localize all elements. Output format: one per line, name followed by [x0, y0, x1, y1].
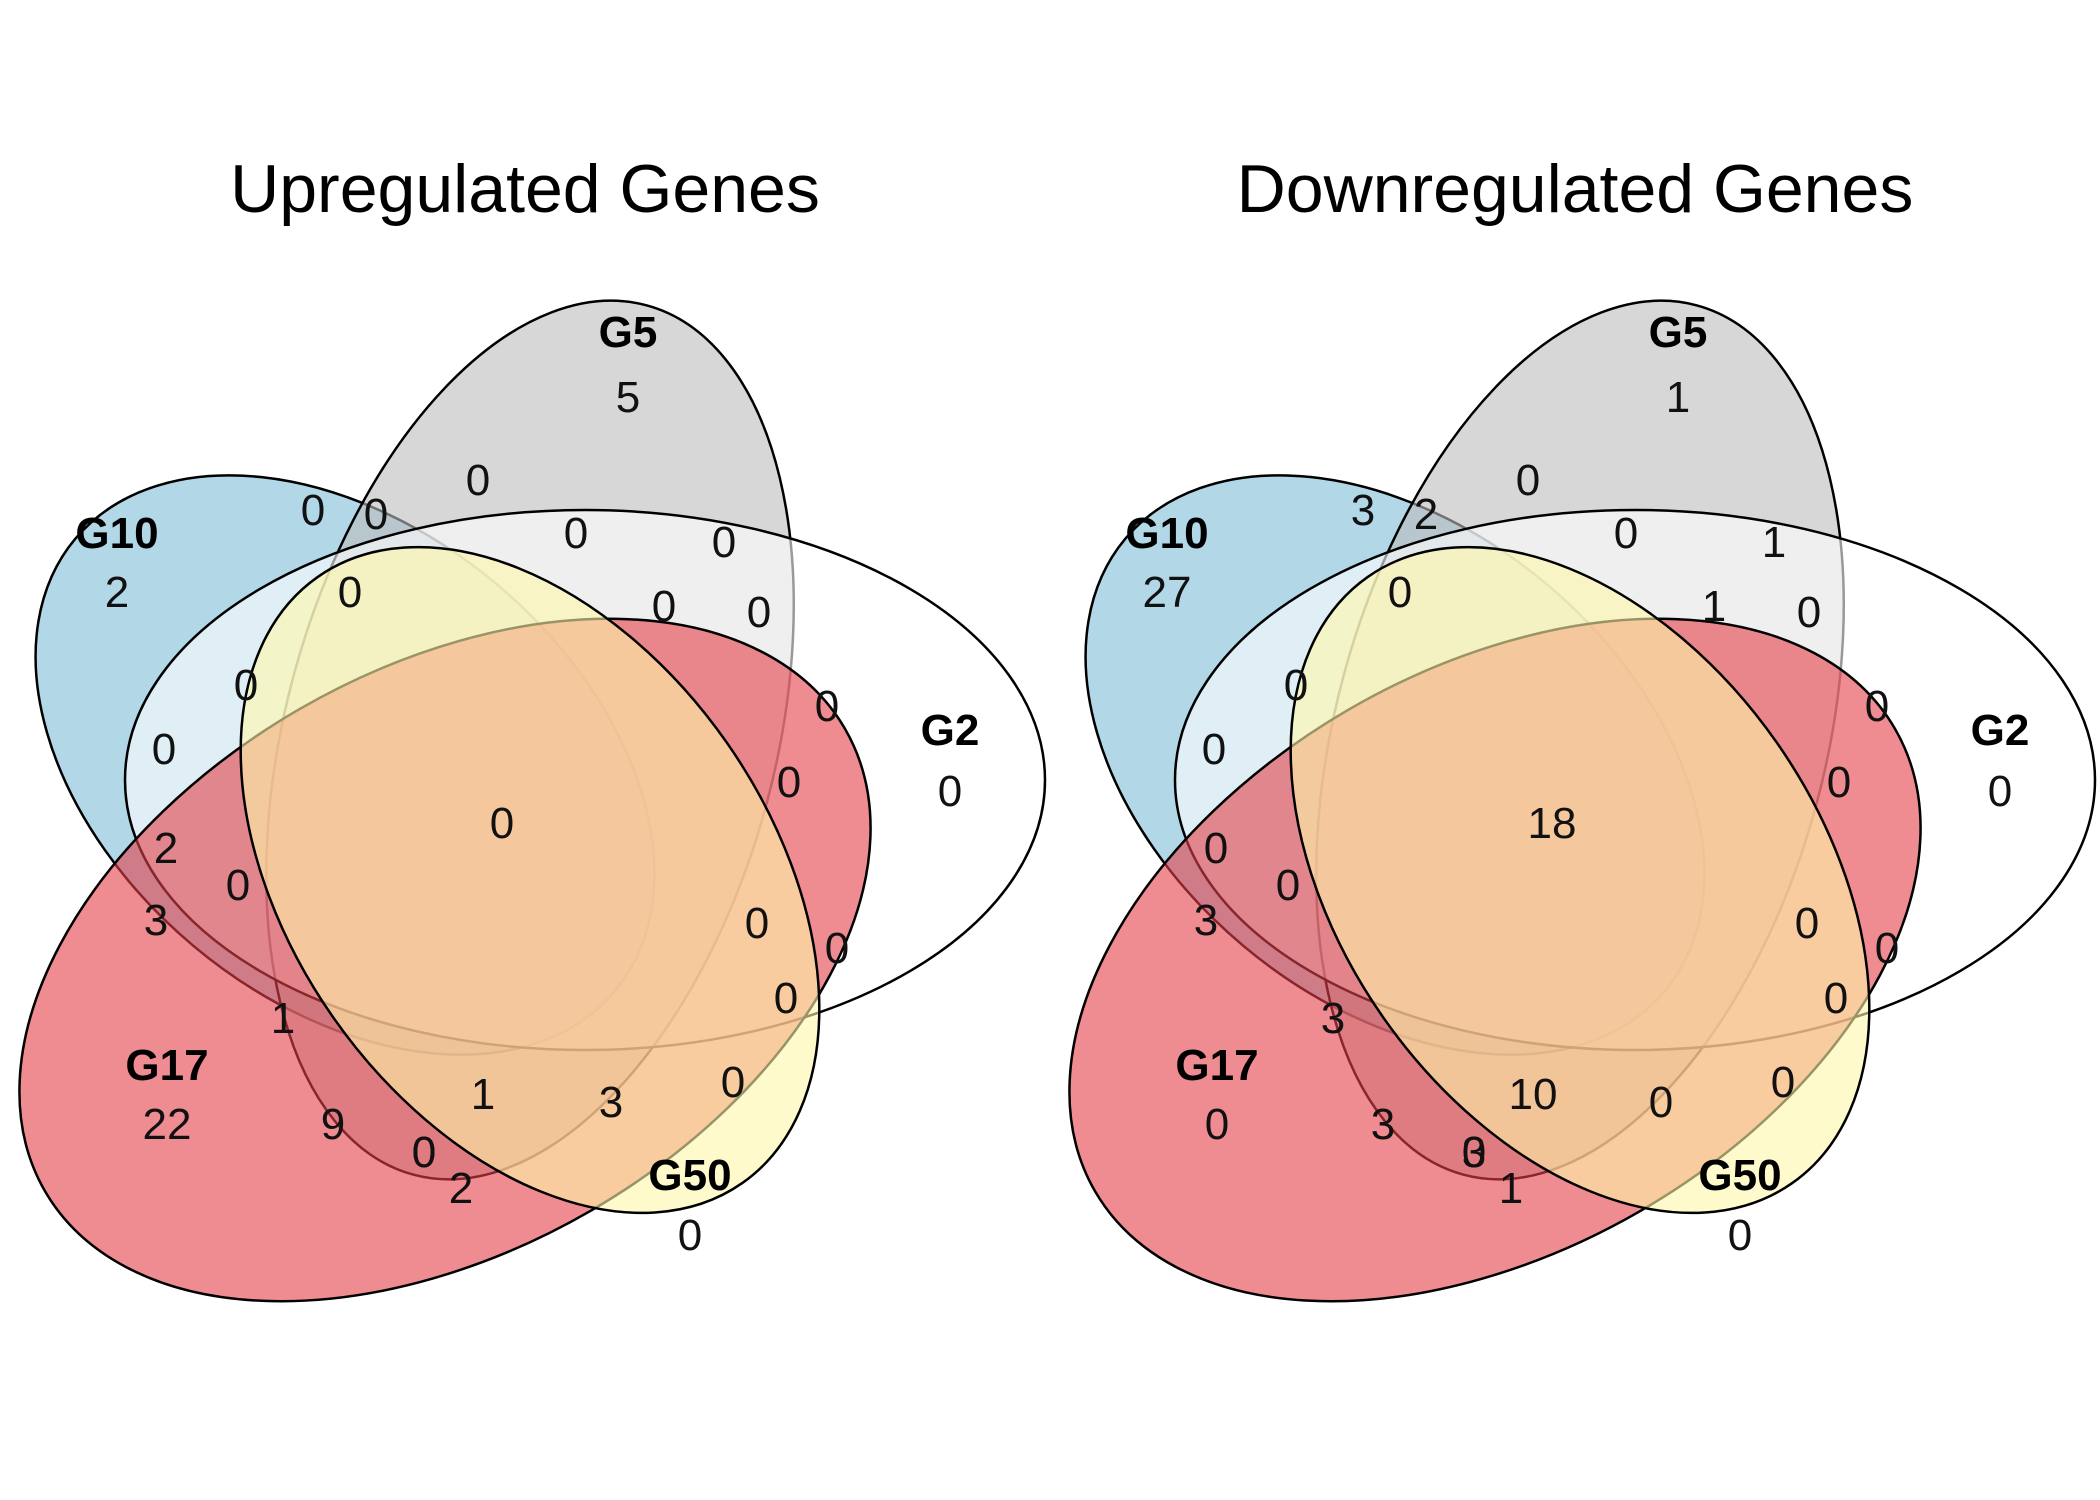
region-counts: 5 2 0 22 0 0 0 0 0 0 0 0 0 0 0 0 0 0 0 2…: [105, 373, 962, 1260]
count-G17-only: 0: [1205, 1100, 1229, 1149]
set-label-G5: G5: [1649, 308, 1708, 357]
count-region: 1: [471, 1070, 495, 1119]
count-region: 0: [1827, 758, 1851, 807]
count-region: 3: [1462, 1128, 1486, 1177]
set-label-G17: G17: [125, 1041, 208, 1090]
set-label-G5: G5: [599, 308, 658, 357]
count-region: 0: [777, 758, 801, 807]
count-region: 1: [1762, 518, 1786, 567]
count-region: 1: [271, 994, 295, 1043]
ellipse-G50: [1289, 545, 1871, 1215]
count-region: 0: [1649, 1078, 1673, 1127]
count-region: 1: [1702, 582, 1726, 631]
count-region: 0: [338, 568, 362, 617]
count-region: 0: [364, 490, 388, 539]
count-region: 0: [825, 924, 849, 973]
set-label-G10: G10: [75, 509, 158, 558]
count-region: 0: [1795, 899, 1819, 948]
count-G50-only: 0: [1728, 1211, 1752, 1260]
set-ellipses: [1068, 299, 2097, 1303]
count-region: 3: [1194, 896, 1218, 945]
count-region: 0: [1771, 1058, 1795, 1107]
panel-title: Upregulated Genes: [230, 151, 820, 227]
count-region: 0: [466, 456, 490, 505]
count-region: 10: [1509, 1070, 1558, 1119]
region-counts: 1 27 0 0 0 18 3 2 0 0 1 0 1 0 0 0 0 0 0 …: [1143, 373, 2013, 1260]
count-region: 0: [234, 661, 258, 710]
count-region: 0: [564, 509, 588, 558]
count-region: 0: [1875, 924, 1899, 973]
venn-panel-upregulated: Upregulated Genes G5 G10 G2 G17 G50 5 2 …: [18, 151, 1047, 1303]
count-region: 3: [599, 1078, 623, 1127]
count-region: 1: [1499, 1164, 1523, 1213]
count-region: 0: [1284, 661, 1308, 710]
set-ellipses: [18, 299, 1047, 1303]
count-region: 0: [1462, 1128, 1486, 1177]
count-G10-only: 2: [105, 568, 129, 617]
count-region: 0: [652, 582, 676, 631]
count-region: 0: [301, 486, 325, 535]
count-G2-only: 0: [938, 767, 962, 816]
venn-diagram: G5 G10 G2 G17 G50 1 27 0 0 0 18 3 2 0 0 …: [1068, 299, 2097, 1303]
count-region: 0: [721, 1058, 745, 1107]
set-labels: G5 G10 G2 G17 G50: [75, 308, 979, 1200]
count-region: 0: [1516, 456, 1540, 505]
set-label-G50: G50: [648, 1151, 731, 1200]
count-center: 0: [490, 799, 514, 848]
count-region: 0: [774, 974, 798, 1023]
count-region: 0: [1204, 824, 1228, 873]
count-region: 0: [152, 725, 176, 774]
count-region: 0: [1824, 974, 1848, 1023]
count-region: 2: [1414, 490, 1438, 539]
count-region: 3: [1371, 1100, 1395, 1149]
count-G10-only: 27: [1143, 568, 1192, 617]
count-region: 0: [712, 518, 736, 567]
count-G5-only: 5: [616, 373, 640, 422]
count-region: 0: [1614, 509, 1638, 558]
count-region: 0: [1388, 568, 1412, 617]
count-region: 0: [815, 682, 839, 731]
count-G5-only: 1: [1666, 373, 1690, 422]
count-region: 2: [449, 1164, 473, 1213]
count-region: 0: [1865, 682, 1889, 731]
set-label-G50: G50: [1698, 1151, 1781, 1200]
set-label-G17: G17: [1175, 1041, 1258, 1090]
venn-panel-downregulated: Downregulated Genes G5 G10 G2 G17 G50 1 …: [1050, 0, 2100, 1500]
count-region: 9: [321, 1100, 345, 1149]
count-region: 0: [745, 899, 769, 948]
count-G17-only: 22: [143, 1100, 192, 1149]
count-region: 0: [1276, 861, 1300, 910]
set-labels: G5 G10 G2 G17 G50: [1125, 308, 2029, 1200]
venn-diagram: G5 G10 G2 G17 G50 5 2 0 22 0 0 0 0 0 0 0…: [18, 299, 1047, 1303]
count-region: 0: [1797, 588, 1821, 637]
count-region: 0: [412, 1128, 436, 1177]
count-G50-only: 0: [678, 1211, 702, 1260]
count-region: 0: [226, 861, 250, 910]
count-region: 0: [1202, 725, 1226, 774]
set-label-G10: G10: [1125, 509, 1208, 558]
panel-title: Downregulated Genes: [1236, 151, 1914, 227]
count-region: 3: [1351, 486, 1375, 535]
count-region: 3: [144, 896, 168, 945]
count-region: 0: [747, 588, 771, 637]
set-label-G2: G2: [921, 706, 980, 755]
count-center: 18: [1528, 799, 1577, 848]
count-region: 3: [1321, 994, 1345, 1043]
ellipse-G50: [239, 545, 821, 1215]
count-G2-only: 0: [1988, 767, 2012, 816]
count-region: 2: [154, 824, 178, 873]
count-region: 0: [412, 1128, 436, 1177]
set-label-G2: G2: [1971, 706, 2030, 755]
